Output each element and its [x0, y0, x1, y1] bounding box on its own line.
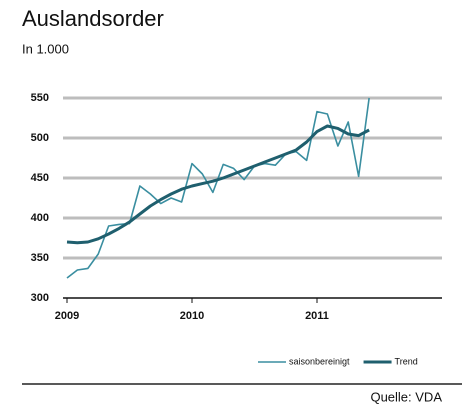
y-tick-label: 500	[31, 132, 49, 144]
chart-title: Auslandsorder	[22, 6, 164, 31]
x-tick-label: 2009	[55, 310, 79, 322]
y-tick-label: 350	[31, 252, 49, 264]
x-tick-label: 2010	[180, 310, 204, 322]
y-tick-label: 450	[31, 172, 49, 184]
legend-label: saisonbereinigt	[289, 356, 350, 366]
legend-label: Trend	[395, 356, 418, 366]
x-tick-label: 2011	[305, 310, 329, 322]
line-series	[66, 124, 370, 245]
source: Quelle: VDA	[370, 389, 442, 404]
y-tick-label: 550	[31, 92, 49, 104]
chart-subtitle: In 1.000	[22, 41, 69, 56]
y-tick-label: 400	[31, 212, 49, 224]
y-tick-label: 300	[31, 292, 49, 304]
line-series	[66, 97, 370, 279]
